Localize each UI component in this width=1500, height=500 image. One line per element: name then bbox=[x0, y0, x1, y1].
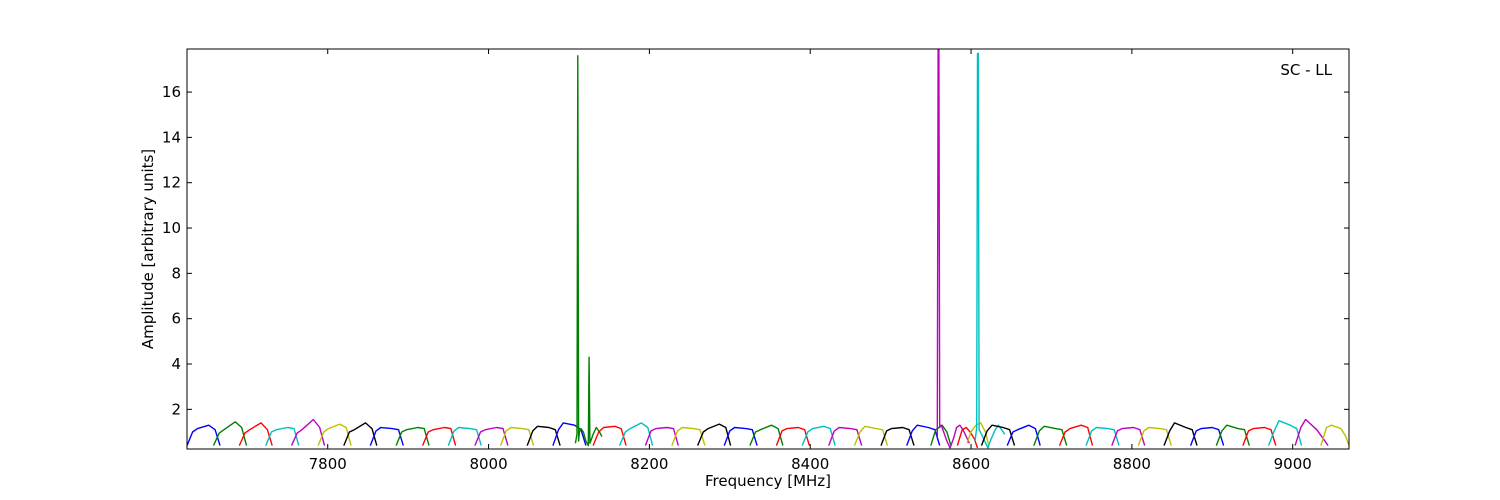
x-tick-label: 8200 bbox=[630, 455, 668, 473]
plot-background bbox=[187, 49, 1349, 449]
y-tick-label: 2 bbox=[171, 400, 181, 418]
series-line-15 bbox=[574, 55, 603, 447]
series-line-43 bbox=[1215, 424, 1250, 446]
series-line-23 bbox=[775, 426, 811, 446]
x-tick-label: 8600 bbox=[952, 455, 990, 473]
series-line-10 bbox=[447, 426, 482, 446]
series-line-9 bbox=[421, 426, 457, 446]
series-layer bbox=[187, 49, 1349, 449]
series-line-36 bbox=[1033, 425, 1068, 446]
series-line-8 bbox=[395, 426, 430, 446]
series-line-3 bbox=[265, 426, 300, 446]
series-line-40 bbox=[1137, 426, 1172, 446]
series-line-17 bbox=[618, 422, 654, 446]
series-line-0 bbox=[187, 424, 221, 446]
series-line-47 bbox=[1320, 424, 1349, 446]
series-line-39 bbox=[1111, 426, 1146, 446]
series-line-42 bbox=[1189, 426, 1225, 446]
y-tick-label: 8 bbox=[171, 264, 181, 282]
series-line-33 bbox=[974, 52, 1006, 449]
series-line-46 bbox=[1294, 418, 1329, 447]
x-tick-label: 8800 bbox=[1113, 455, 1151, 473]
series-line-12 bbox=[499, 426, 535, 446]
series-line-6 bbox=[343, 422, 378, 446]
series-line-2 bbox=[238, 422, 273, 446]
series-line-18 bbox=[644, 426, 679, 446]
series-line-11 bbox=[474, 426, 509, 446]
series-line-28 bbox=[906, 424, 941, 446]
series-line-35 bbox=[1006, 424, 1041, 446]
series-line-16 bbox=[592, 425, 627, 446]
x-tick-label: 7800 bbox=[309, 455, 347, 473]
series-line-7 bbox=[369, 426, 404, 446]
series-line-34 bbox=[980, 424, 1016, 446]
x-axis-label: Frequency [MHz] bbox=[705, 472, 831, 490]
series-line-14 bbox=[552, 422, 587, 446]
x-tick-label: 8000 bbox=[469, 455, 507, 473]
series-line-4 bbox=[290, 418, 326, 446]
y-tick-label: 10 bbox=[162, 219, 181, 237]
series-line-37 bbox=[1058, 424, 1094, 446]
series-line-44 bbox=[1242, 426, 1277, 446]
y-tick-label: 16 bbox=[162, 83, 181, 101]
series-line-26 bbox=[853, 425, 889, 446]
series-line-45 bbox=[1267, 420, 1303, 446]
series-line-27 bbox=[880, 426, 915, 446]
series-line-38 bbox=[1085, 426, 1120, 446]
chart-annotation: SC - LL bbox=[1280, 61, 1332, 79]
series-line-22 bbox=[749, 424, 784, 446]
y-tick-label: 14 bbox=[162, 128, 181, 146]
y-tick-label: 6 bbox=[171, 310, 181, 328]
plot-frame bbox=[186, 48, 1350, 450]
series-line-13 bbox=[526, 425, 561, 446]
series-line-41 bbox=[1163, 422, 1198, 446]
y-tick-label: 12 bbox=[162, 174, 181, 192]
series-line-20 bbox=[696, 423, 732, 446]
series-line-19 bbox=[671, 426, 706, 446]
y-axis-label: Amplitude [arbitrary units] bbox=[139, 149, 157, 349]
series-line-21 bbox=[723, 426, 758, 446]
y-tick-label: 4 bbox=[171, 355, 181, 373]
tick-layer: 7800 8000 8200 8400 8600 8800 9000 2 4 6 8 10 12 14 16 bbox=[162, 49, 1349, 473]
series-line-5 bbox=[317, 423, 352, 446]
series-line-24 bbox=[801, 425, 836, 446]
series-line-1 bbox=[212, 421, 248, 446]
series-line-25 bbox=[828, 426, 863, 446]
x-tick-label: 9000 bbox=[1274, 455, 1312, 473]
x-tick-label: 8400 bbox=[791, 455, 829, 473]
